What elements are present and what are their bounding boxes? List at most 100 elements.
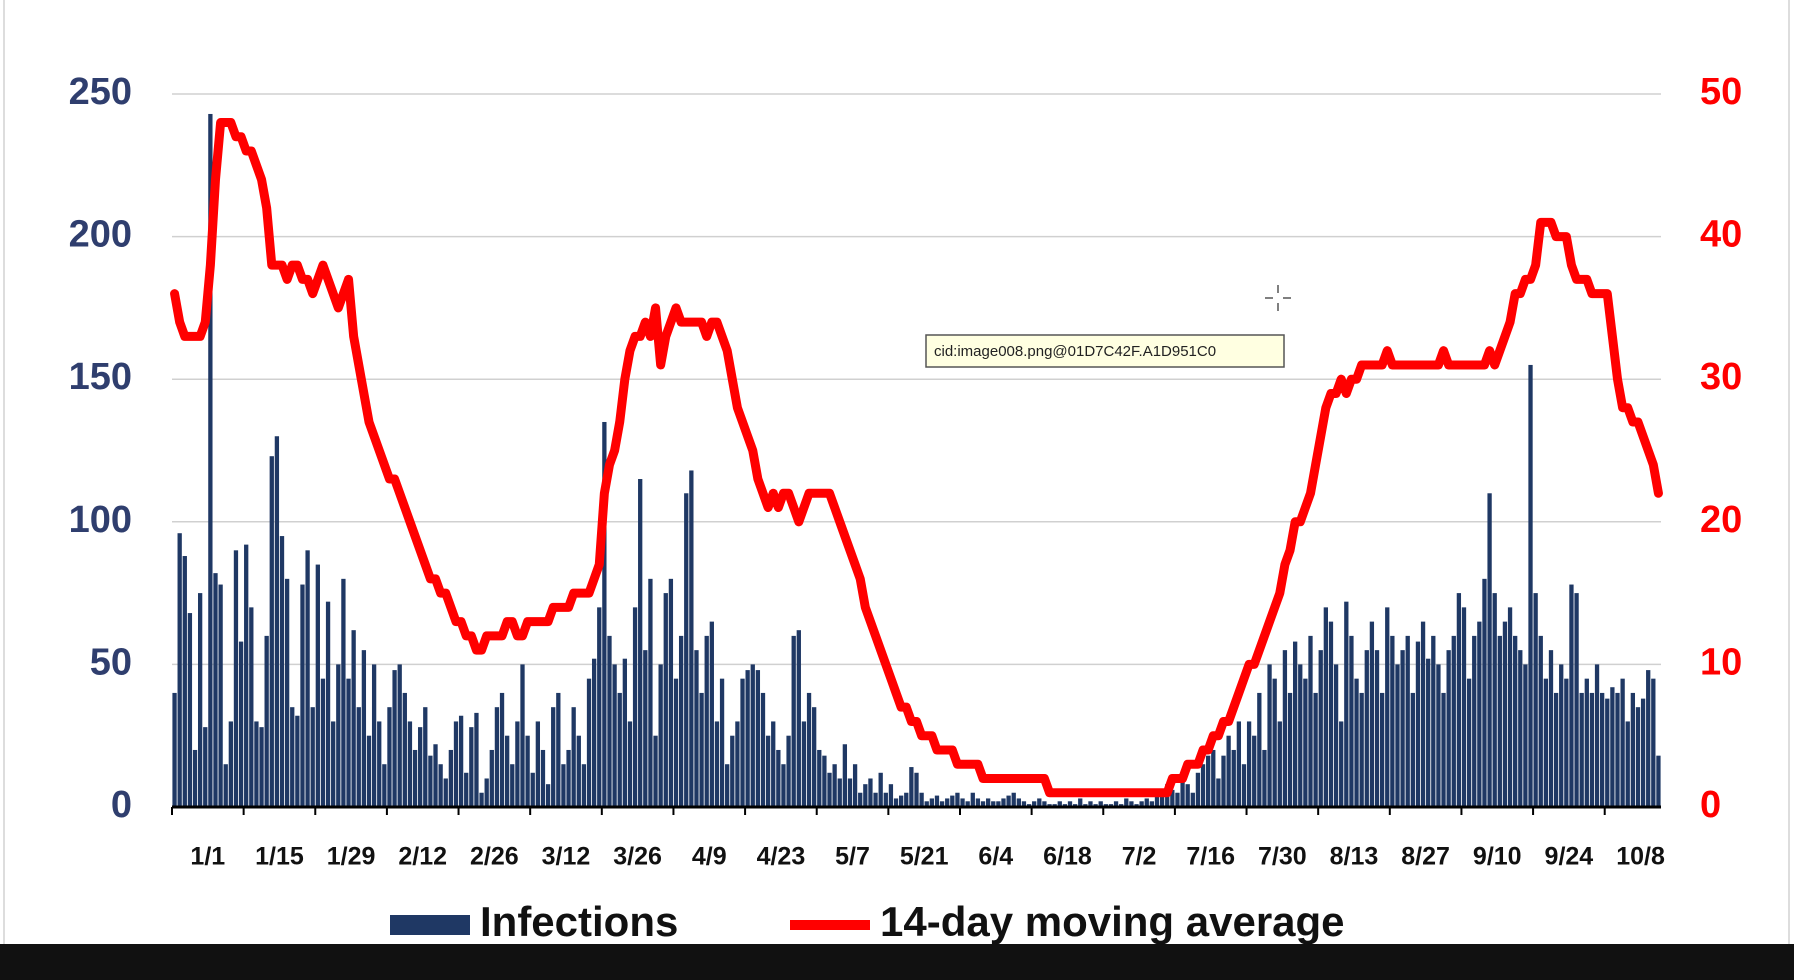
bar — [300, 584, 305, 807]
bar — [1548, 650, 1554, 807]
bar — [1646, 670, 1651, 807]
bar — [1594, 664, 1600, 807]
bar — [1298, 664, 1303, 807]
bar — [1339, 721, 1344, 807]
bar — [1195, 772, 1201, 807]
bar — [295, 715, 300, 807]
bar — [1333, 664, 1339, 807]
bar — [719, 678, 725, 807]
bar — [203, 727, 208, 807]
bar — [842, 744, 848, 807]
bar — [1559, 664, 1564, 807]
bar — [489, 749, 494, 807]
x-tick-label: 4/9 — [692, 843, 727, 871]
bar — [412, 749, 418, 807]
bar — [648, 578, 653, 807]
bar — [1354, 678, 1359, 807]
bar — [1262, 749, 1267, 807]
bar — [208, 113, 213, 808]
bar — [1246, 721, 1252, 807]
bar — [1139, 801, 1144, 807]
bar — [1415, 641, 1421, 807]
bar — [1257, 692, 1262, 807]
bar — [1236, 721, 1242, 807]
bar — [632, 607, 638, 807]
bar — [1379, 692, 1385, 807]
bar — [505, 735, 510, 807]
bar — [1226, 735, 1231, 807]
bar — [290, 707, 295, 807]
bar — [1057, 801, 1062, 807]
x-tick-label: 6/18 — [1043, 843, 1092, 871]
bar — [244, 544, 249, 807]
bar — [612, 664, 617, 807]
bar — [858, 792, 863, 807]
bar — [950, 795, 955, 807]
bar — [238, 641, 244, 807]
y-tick-label: 100 — [69, 499, 132, 541]
bar — [1328, 621, 1334, 807]
bar — [863, 784, 868, 807]
bar — [1610, 687, 1615, 807]
bar — [684, 493, 689, 807]
bar — [1303, 678, 1308, 807]
bar — [965, 801, 970, 807]
bar — [1656, 755, 1661, 807]
x-tick-label: 2/12 — [398, 843, 447, 871]
bar — [1492, 593, 1497, 807]
bar — [709, 621, 714, 807]
bar — [1589, 692, 1595, 807]
bar — [561, 764, 566, 807]
bar — [172, 692, 177, 807]
bars — [172, 113, 1661, 808]
grid — [172, 93, 1661, 666]
bar — [658, 664, 663, 807]
bar — [1523, 664, 1528, 807]
bar — [1477, 621, 1482, 807]
bar — [428, 755, 433, 807]
bar — [714, 721, 720, 807]
bar — [474, 712, 479, 807]
bar — [1011, 792, 1016, 807]
bar — [1349, 635, 1354, 807]
bar — [571, 707, 576, 807]
bar — [187, 613, 193, 807]
bar — [1124, 798, 1129, 807]
bar — [1431, 635, 1436, 807]
bar — [1635, 707, 1641, 807]
bar — [1359, 692, 1364, 807]
y2-tick-label: 40 — [1700, 214, 1742, 256]
bar — [499, 692, 505, 807]
bar — [269, 456, 274, 807]
bar — [525, 735, 530, 807]
bar — [1451, 635, 1456, 807]
legend-swatch — [390, 915, 470, 935]
bar — [980, 801, 986, 807]
bar — [776, 749, 781, 807]
bar — [1400, 650, 1405, 807]
bar — [1456, 593, 1462, 807]
bar — [197, 593, 203, 807]
axes: 0 50 100 150 200 250 0 10 20 30 40 50 1/1 1/15 1/29 2/1… — [69, 71, 1743, 871]
legend: Infections 14-day moving average — [390, 898, 1345, 945]
bar — [996, 801, 1001, 807]
bar — [1518, 650, 1523, 807]
x-tick-label: 5/7 — [835, 843, 870, 871]
bar — [1564, 678, 1569, 807]
bar — [310, 707, 315, 807]
bar — [1533, 593, 1538, 807]
bar — [638, 479, 643, 807]
bar — [750, 664, 755, 807]
bar — [735, 721, 740, 807]
bar — [934, 795, 940, 807]
bar — [1159, 792, 1165, 807]
bar — [591, 658, 597, 807]
y2-tick-label: 30 — [1700, 356, 1742, 398]
bar — [1651, 678, 1656, 807]
bar — [822, 755, 827, 807]
bar — [331, 721, 336, 807]
bar — [1277, 721, 1282, 807]
bar — [781, 764, 786, 807]
